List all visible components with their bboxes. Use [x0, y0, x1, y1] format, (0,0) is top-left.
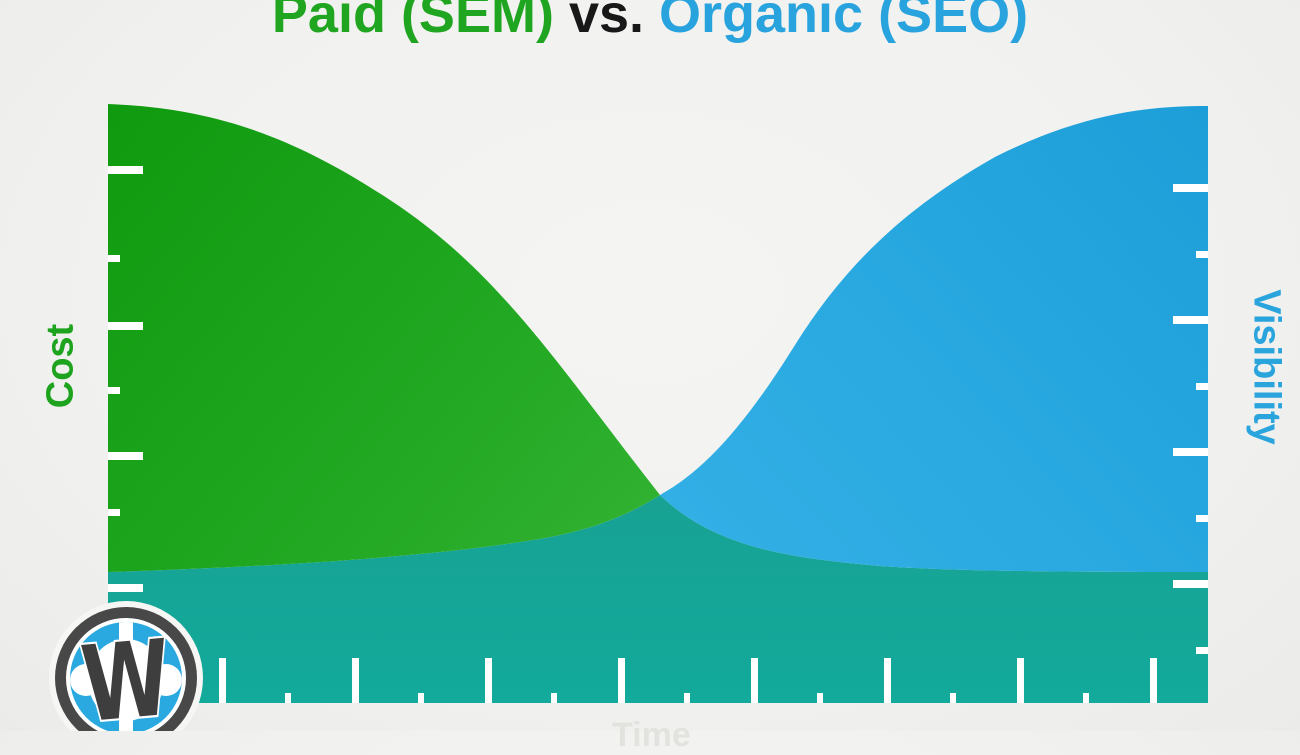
bottom-axis-ticks: [219, 658, 1157, 703]
sem-seo-area-chart: W: [49, 104, 1208, 731]
title-vs: vs.: [553, 0, 660, 44]
chart-title: Paid (SEM) vs. Organic (SEO): [0, 0, 1300, 45]
title-paid-sem: Paid (SEM): [271, 0, 554, 44]
right-axis-ticks: [1173, 184, 1208, 654]
logo-petal-right: [150, 664, 182, 696]
left-axis-label-cost: Cost: [39, 323, 82, 409]
logo-letter: W: [77, 617, 175, 731]
bottom-axis-label-time: Time: [612, 716, 691, 754]
organic-visibility-area: [660, 106, 1208, 572]
right-axis-label-visibility: Visibility: [1245, 289, 1288, 445]
watermark-logo: W: [49, 601, 203, 731]
logo-petal-left: [70, 664, 102, 696]
overlap-area: [108, 495, 1208, 703]
paid-cost-area: [108, 104, 660, 572]
logo-blob: [88, 639, 164, 721]
title-organic-seo: Organic (SEO): [659, 0, 1029, 44]
